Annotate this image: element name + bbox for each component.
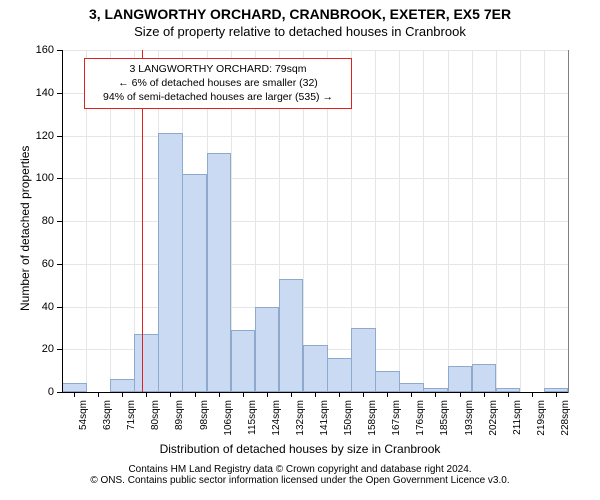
y-tick-label: 40 <box>26 301 54 313</box>
histogram-bar <box>207 153 232 392</box>
x-tick <box>98 392 99 397</box>
x-tick <box>363 392 364 397</box>
histogram-bar <box>134 334 159 392</box>
x-tick-label: 71sqm <box>126 400 137 440</box>
x-tick <box>267 392 268 397</box>
x-tick-label: 158sqm <box>367 400 378 440</box>
x-tick <box>243 392 244 397</box>
y-axis <box>62 50 63 392</box>
x-tick-label: 185sqm <box>439 400 450 440</box>
grid-line-h <box>62 178 568 179</box>
x-tick-label: 98sqm <box>199 400 210 440</box>
y-tick-label: 100 <box>26 172 54 184</box>
x-tick-label: 150sqm <box>343 400 354 440</box>
histogram-bar <box>375 371 400 392</box>
x-tick-label: 80sqm <box>150 400 161 440</box>
histogram-bar <box>279 279 304 392</box>
x-tick <box>170 392 171 397</box>
x-tick <box>339 392 340 397</box>
histogram-bar <box>399 383 424 392</box>
footer-line-3: © ONS. Contains public sector informatio… <box>90 475 509 486</box>
x-tick-label: 132sqm <box>295 400 306 440</box>
grid-line-h <box>62 221 568 222</box>
x-tick-label: 141sqm <box>319 400 330 440</box>
histogram-bar <box>110 379 135 392</box>
x-tick-label: 219sqm <box>536 400 547 440</box>
x-tick <box>508 392 509 397</box>
x-tick <box>291 392 292 397</box>
x-tick-label: 124sqm <box>271 400 282 440</box>
x-tick-label: 211sqm <box>512 400 523 440</box>
histogram-bar <box>255 307 280 393</box>
histogram-bar <box>62 383 87 392</box>
histogram-bar <box>158 133 183 392</box>
grid-line-h <box>62 307 568 308</box>
annotation-line-3: 94% of semi-detached houses are larger (… <box>103 91 333 103</box>
annotation-line-1: 3 LANGWORTHY ORCHARD: 79sqm <box>130 63 307 75</box>
x-tick <box>195 392 196 397</box>
histogram-bar <box>182 174 207 392</box>
y-tick-label: 120 <box>26 130 54 142</box>
histogram-bar <box>327 358 352 392</box>
x-tick-label: 167sqm <box>391 400 402 440</box>
x-tick <box>460 392 461 397</box>
x-tick-label: 106sqm <box>223 400 234 440</box>
y-axis-title: Number of detached properties <box>18 146 32 311</box>
x-tick-label: 54sqm <box>78 400 89 440</box>
y-tick-label: 160 <box>26 44 54 56</box>
x-tick <box>556 392 557 397</box>
x-axis-title: Distribution of detached houses by size … <box>0 442 600 456</box>
grid-line-h <box>62 136 568 137</box>
x-tick-label: 89sqm <box>174 400 185 440</box>
x-tick-label: 193sqm <box>464 400 475 440</box>
x-tick <box>122 392 123 397</box>
x-tick-label: 228sqm <box>560 400 571 440</box>
x-tick <box>146 392 147 397</box>
y-tick-label: 60 <box>26 258 54 270</box>
y-tick-label: 0 <box>26 386 54 398</box>
grid-line-h <box>62 264 568 265</box>
footer: Contains HM Land Registry data © Crown c… <box>0 464 600 486</box>
histogram-bar <box>303 345 328 392</box>
annotation-line-2: ← 6% of detached houses are smaller (32) <box>118 77 318 89</box>
annotation-box: 3 LANGWORTHY ORCHARD: 79sqm ← 6% of detac… <box>84 58 352 109</box>
histogram-bar <box>351 328 376 392</box>
page-title: 3, LANGWORTHY ORCHARD, CRANBROOK, EXETER… <box>0 0 600 22</box>
x-tick-label: 115sqm <box>247 400 258 440</box>
y-tick-label: 20 <box>26 343 54 355</box>
x-tick <box>411 392 412 397</box>
y-tick-label: 80 <box>26 215 54 227</box>
histogram-bar <box>448 366 473 392</box>
footer-line-1: Contains HM Land Registry data © Crown c… <box>128 464 471 475</box>
x-tick-label: 202sqm <box>488 400 499 440</box>
x-tick <box>387 392 388 397</box>
x-tick <box>435 392 436 397</box>
y-tick-label: 140 <box>26 87 54 99</box>
x-tick <box>484 392 485 397</box>
page-subtitle: Size of property relative to detached ho… <box>0 22 600 41</box>
x-tick <box>219 392 220 397</box>
x-tick <box>315 392 316 397</box>
x-tick-label: 63sqm <box>102 400 113 440</box>
histogram-bar <box>472 364 497 392</box>
grid-line-h <box>62 50 568 51</box>
histogram-bar <box>231 330 256 392</box>
x-tick-label: 176sqm <box>415 400 426 440</box>
x-tick <box>74 392 75 397</box>
x-tick <box>532 392 533 397</box>
